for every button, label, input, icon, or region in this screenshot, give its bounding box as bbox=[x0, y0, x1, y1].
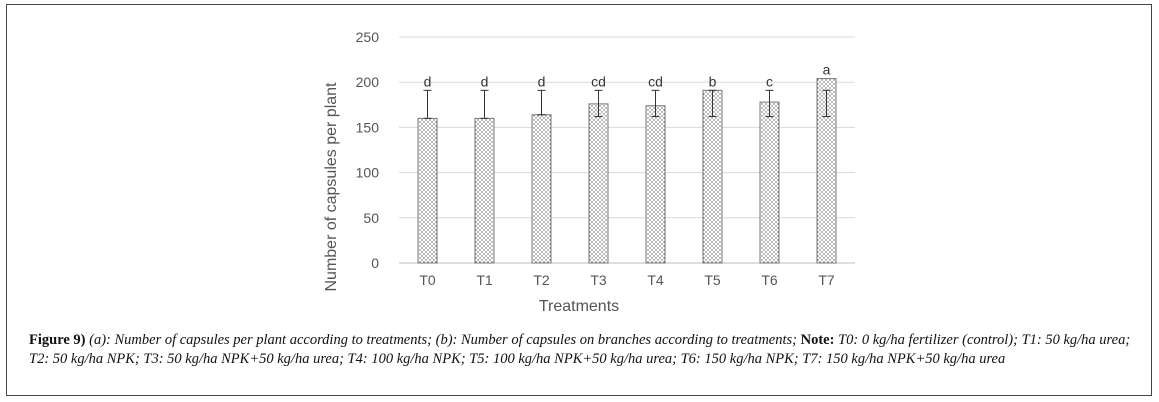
x-axis-label: Treatments bbox=[539, 298, 619, 315]
bar-chart: 0 50 100 150 200 250 d d d cd cd b c a T0 T1 T2 T3 T4 T5 T… bbox=[307, 17, 867, 317]
caption-note-label: Note: bbox=[800, 332, 835, 348]
significance-letter: a bbox=[823, 62, 831, 78]
significance-letters: d d d cd cd b c a bbox=[424, 62, 831, 90]
y-axis-label: Number of capsules per plant bbox=[323, 82, 340, 292]
caption-note-text: T0: 0 kg/ha fertilizer (control); T1: 50… bbox=[29, 332, 1131, 367]
y-tick-label: 150 bbox=[356, 119, 380, 135]
significance-letter: b bbox=[709, 73, 717, 89]
grid-layer bbox=[399, 36, 855, 264]
bar-T2 bbox=[531, 114, 552, 264]
figure-frame: 0 50 100 150 200 250 d d d cd cd b c a T0 T1 T2 T3 T4 T5 T… bbox=[6, 4, 1152, 396]
x-tick-labels: T0 T1 T2 T3 T4 T5 T6 T7 bbox=[419, 272, 835, 288]
caption-label: Figure 9) bbox=[29, 332, 86, 348]
significance-letter: c bbox=[766, 73, 773, 89]
bar-T3 bbox=[588, 103, 609, 264]
bar-T1 bbox=[474, 117, 495, 264]
bar-T4 bbox=[645, 105, 666, 264]
y-tick-label: 200 bbox=[356, 74, 380, 90]
figure-caption: Figure 9) (a): Number of capsules per pl… bbox=[29, 331, 1141, 369]
significance-letter: d bbox=[538, 73, 546, 89]
bars bbox=[417, 78, 837, 264]
x-tick-label: T2 bbox=[533, 272, 550, 288]
x-tick-label: T5 bbox=[704, 272, 721, 288]
significance-letter: cd bbox=[591, 73, 606, 89]
significance-letter: d bbox=[424, 73, 432, 89]
bar-T6 bbox=[759, 101, 780, 264]
x-tick-label: T6 bbox=[761, 272, 778, 288]
x-tick-label: T3 bbox=[590, 272, 607, 288]
significance-letter: cd bbox=[648, 73, 663, 89]
error-bars bbox=[423, 89, 831, 119]
y-tick-label: 100 bbox=[356, 165, 380, 181]
bar-T7 bbox=[816, 78, 837, 264]
y-tick-labels: 0 50 100 150 200 250 bbox=[356, 29, 380, 271]
significance-letter: d bbox=[481, 73, 489, 89]
caption-text: (a): Number of capsules per plant accord… bbox=[85, 332, 801, 348]
x-tick-label: T7 bbox=[818, 272, 835, 288]
x-tick-label: T4 bbox=[647, 272, 664, 288]
x-tick-label: T1 bbox=[476, 272, 493, 288]
y-tick-label: 50 bbox=[363, 210, 379, 226]
y-tick-label: 0 bbox=[371, 255, 379, 271]
bar-T0 bbox=[417, 117, 438, 264]
x-tick-label: T0 bbox=[419, 272, 436, 288]
y-tick-label: 250 bbox=[356, 29, 380, 45]
